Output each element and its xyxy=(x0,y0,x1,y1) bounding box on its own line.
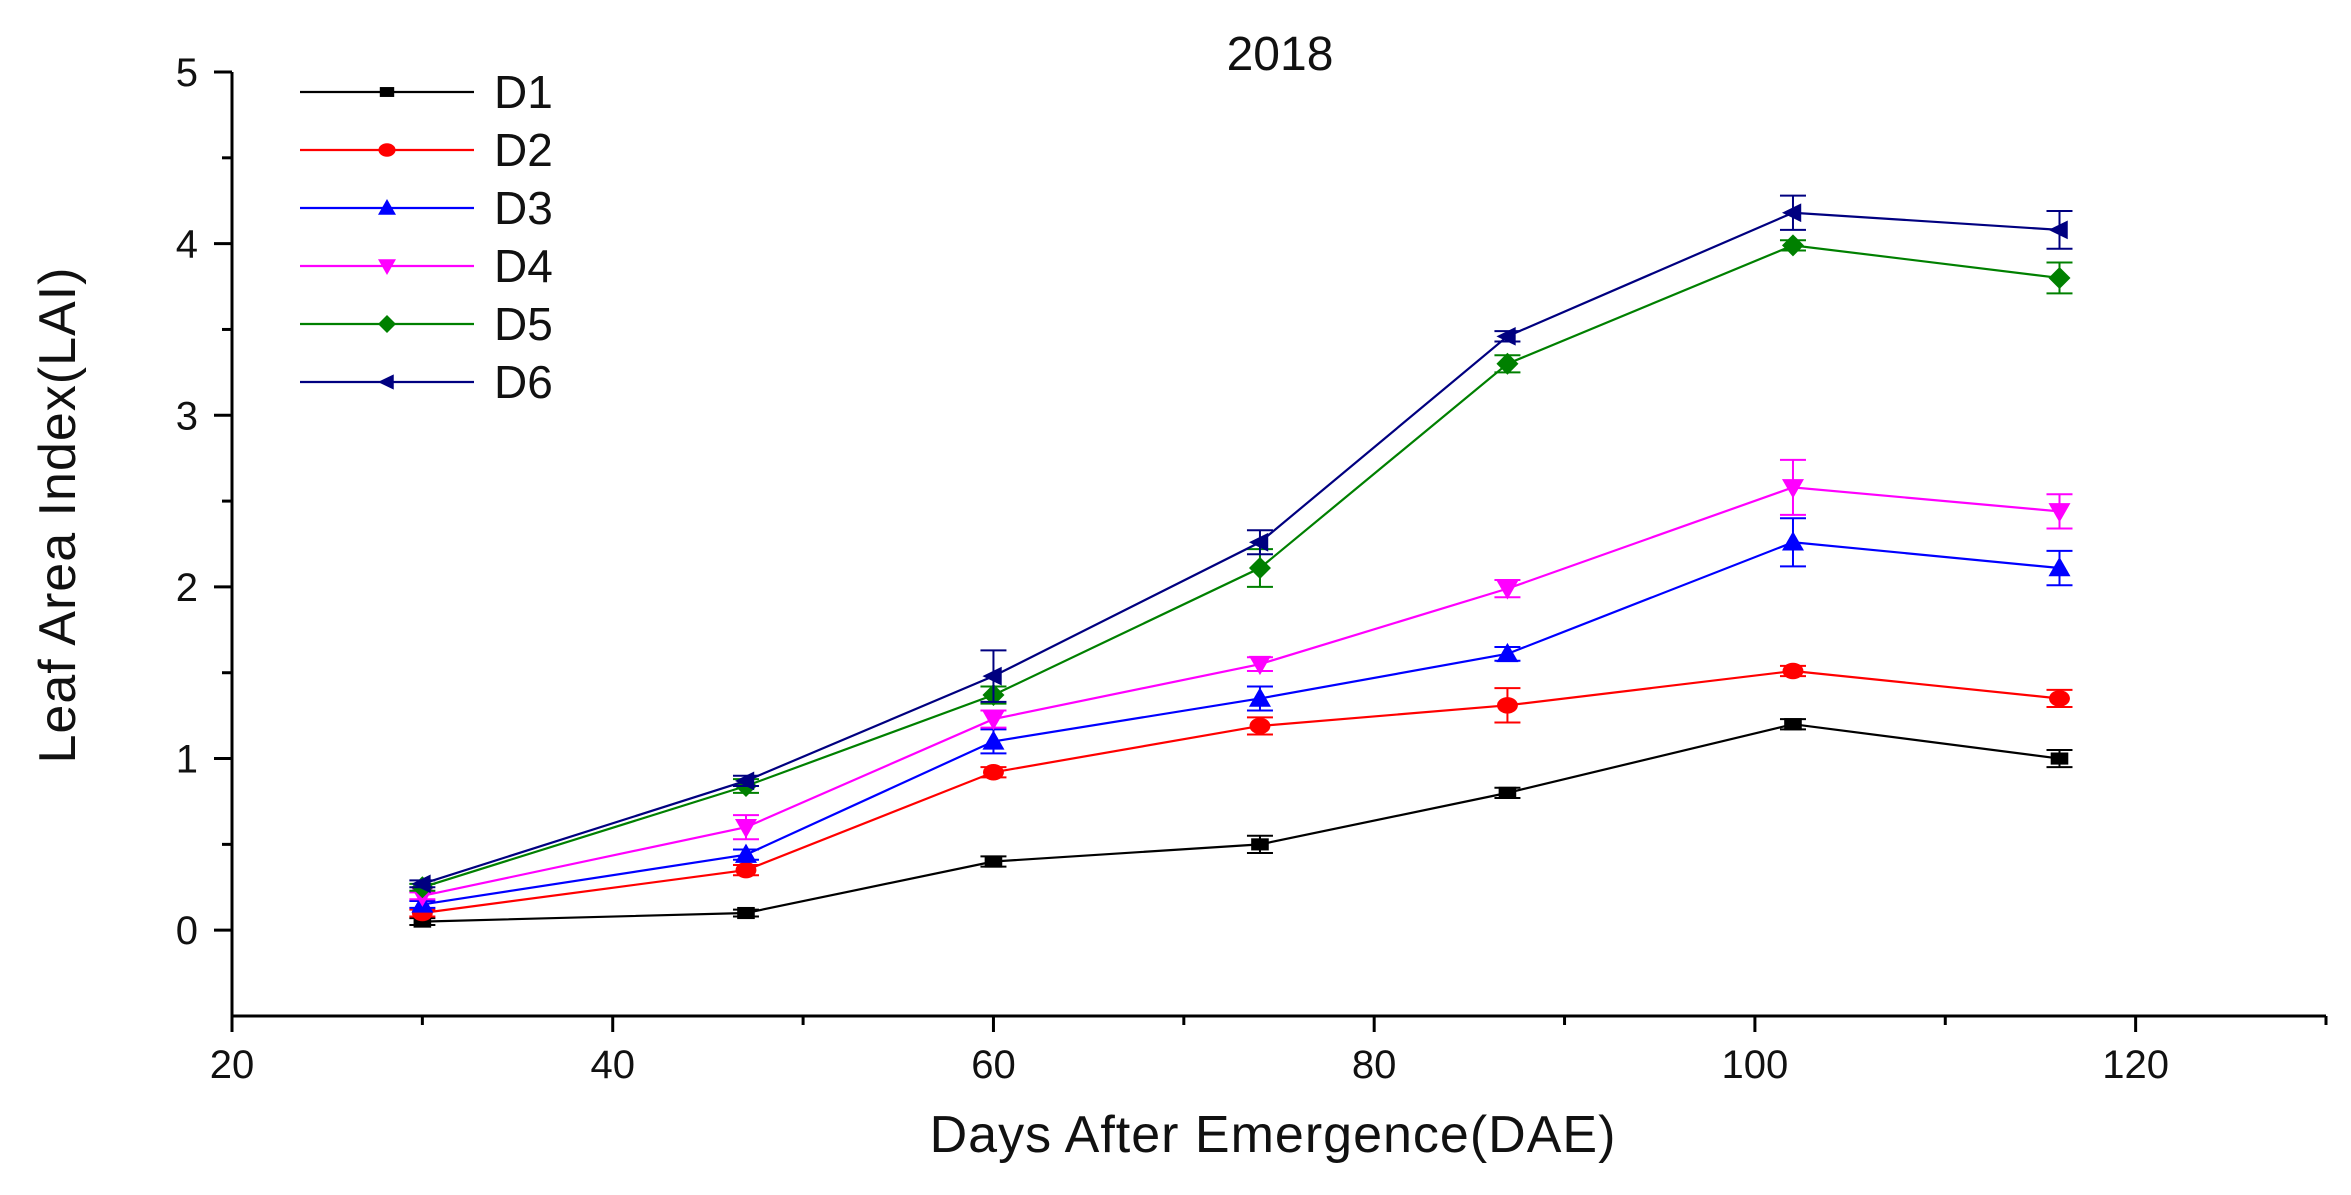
x-tick-label: 40 xyxy=(590,1043,635,1087)
legend-marker xyxy=(378,143,396,157)
legend-marker xyxy=(378,374,394,390)
series-line xyxy=(422,541,2060,906)
data-point xyxy=(1496,642,1519,663)
series-d4 xyxy=(409,458,2073,907)
legend-item-d2: D2 xyxy=(300,124,553,176)
data-point xyxy=(1251,838,1269,851)
legend-item-d4: D4 xyxy=(300,240,553,292)
data-point xyxy=(982,666,1002,686)
data-point xyxy=(2048,266,2071,289)
legend-item-d6: D6 xyxy=(300,356,553,408)
data-point xyxy=(1496,580,1519,600)
data-point xyxy=(984,855,1003,868)
data-point xyxy=(2049,690,2070,707)
legend-label: D6 xyxy=(494,356,553,408)
series-line xyxy=(422,669,2060,915)
legend-marker xyxy=(378,259,396,275)
data-point xyxy=(982,710,1005,731)
data-point xyxy=(1248,687,1271,707)
data-point xyxy=(734,771,755,791)
data-point xyxy=(1496,697,1518,714)
data-point xyxy=(1498,786,1517,799)
data-point xyxy=(983,764,1004,781)
series-line xyxy=(422,486,2060,897)
y-tick-label: 1 xyxy=(176,738,198,782)
data-point xyxy=(1496,326,1516,346)
legend-label: D4 xyxy=(494,240,553,292)
legend-item-d3: D3 xyxy=(300,182,553,234)
data-point xyxy=(1781,234,1804,257)
y-tick-label: 4 xyxy=(176,223,198,267)
data-point xyxy=(2048,503,2071,523)
series-line xyxy=(422,723,2060,923)
data-point xyxy=(2048,557,2071,577)
x-tick-label: 100 xyxy=(1722,1043,1789,1087)
legend-marker xyxy=(378,315,396,333)
series-line xyxy=(422,211,2060,885)
y-tick-label: 5 xyxy=(176,51,198,95)
data-point xyxy=(1249,717,1271,735)
y-axis-title: Leaf Area Index(LAI) xyxy=(29,267,87,764)
legend-label: D2 xyxy=(494,124,553,176)
data-point xyxy=(735,861,757,879)
y-tick-label: 3 xyxy=(176,394,198,438)
data-point xyxy=(982,730,1005,750)
data-point xyxy=(1781,203,1802,223)
data-point xyxy=(1781,479,1804,499)
legend-label: D5 xyxy=(494,298,553,350)
series-d2 xyxy=(409,662,2073,922)
chart-title: 2018 xyxy=(1227,28,1334,81)
data-point xyxy=(1784,718,1802,731)
series-line xyxy=(422,244,2060,889)
data-point xyxy=(1496,352,1519,375)
x-axis-title: Days After Emergence(DAE) xyxy=(930,1106,1617,1164)
data-point xyxy=(734,843,757,863)
data-point xyxy=(1248,655,1271,676)
legend-item-d1: D1 xyxy=(300,66,553,118)
legend-label: D3 xyxy=(494,182,553,234)
x-tick-label: 20 xyxy=(210,1043,255,1087)
x-tick-label: 60 xyxy=(971,1043,1016,1087)
axes: 20 40 60 80 100 120 0 1 2 3 4 5 xyxy=(176,51,2328,1087)
data-point xyxy=(737,906,755,920)
data-point xyxy=(411,874,431,894)
x-tick-label: 120 xyxy=(2102,1043,2169,1087)
series-layer xyxy=(409,194,2073,928)
legend-marker xyxy=(379,87,395,97)
data-point xyxy=(2050,752,2069,765)
legend: D1 D2 D3 D4 D5 D6 xyxy=(300,66,553,408)
data-point xyxy=(1781,531,1804,551)
y-tick-label: 2 xyxy=(176,566,198,610)
series-d1 xyxy=(409,718,2073,928)
series-d6 xyxy=(409,194,2073,894)
x-tick-label: 80 xyxy=(1352,1043,1397,1087)
series-d5 xyxy=(409,234,2073,899)
data-point xyxy=(1248,557,1271,580)
legend-label: D1 xyxy=(494,66,553,118)
data-point xyxy=(1248,532,1269,552)
data-point xyxy=(1782,662,1804,680)
legend-item-d5: D5 xyxy=(300,298,553,350)
data-point xyxy=(734,818,757,839)
y-tick-label: 0 xyxy=(176,909,198,953)
data-point xyxy=(2048,220,2068,240)
legend-marker xyxy=(378,199,396,215)
